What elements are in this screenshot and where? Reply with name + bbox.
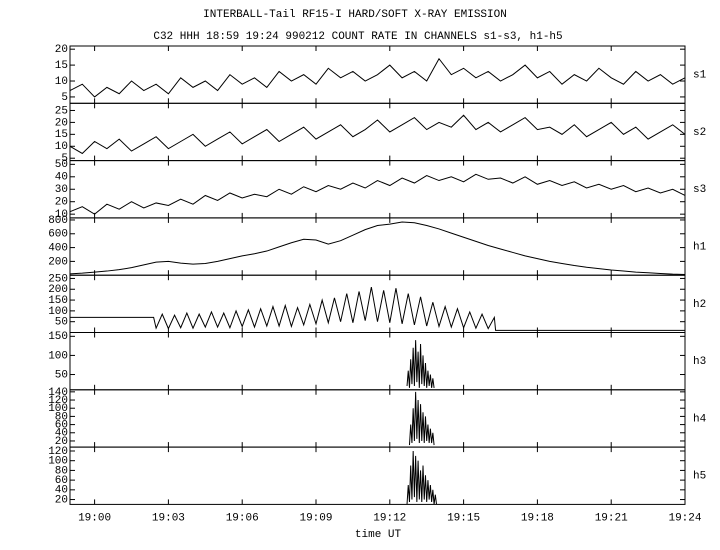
y-tick-label: 400	[48, 242, 68, 254]
series-line	[69, 57, 686, 98]
y-tick-label: 20	[55, 436, 68, 448]
chart-title: INTERBALL-Tail RF15-I HARD/SOFT X-RAY EM…	[203, 9, 507, 21]
y-tick-label: 200	[48, 284, 68, 296]
y-tick-label: 60	[55, 475, 68, 487]
y-tick-label: 100	[48, 306, 68, 318]
y-tick-label: 120	[48, 395, 68, 407]
x-tick-label: 19:00	[78, 512, 111, 524]
y-tick-label: 100	[48, 350, 68, 362]
chart-subtitle: C32 HHH 18:59 19:24 990212 COUNT RATE IN…	[153, 31, 562, 43]
series-line	[408, 391, 435, 446]
x-tick-label: 19:24	[668, 512, 701, 524]
y-tick-label: 30	[55, 184, 68, 196]
x-tick-label: 19:06	[226, 512, 259, 524]
y-tick-label: 15	[55, 60, 68, 72]
y-tick-label: 80	[55, 411, 68, 423]
x-tick-label: 19:09	[299, 512, 332, 524]
y-tick-label: 120	[48, 446, 68, 458]
channel-label: s1	[693, 70, 707, 82]
y-tick-label: 15	[55, 129, 68, 141]
series-line	[69, 173, 686, 215]
y-tick-label: 25	[55, 105, 68, 117]
y-tick-label: 200	[48, 256, 68, 268]
y-tick-label: 60	[55, 419, 68, 431]
x-tick-label: 19:15	[447, 512, 480, 524]
y-tick-label: 20	[55, 197, 68, 209]
y-tick-label: 140	[48, 387, 68, 399]
y-tick-label: 100	[48, 403, 68, 415]
y-tick-label: 50	[55, 159, 68, 171]
x-axis-label: time UT	[355, 529, 402, 541]
y-tick-label: 50	[55, 317, 68, 329]
panel-frame	[69, 332, 686, 391]
series-line	[69, 221, 686, 276]
channel-label: h4	[693, 413, 707, 425]
series-line	[70, 286, 685, 331]
x-tick-label: 19:12	[373, 512, 406, 524]
y-tick-label: 20	[55, 117, 68, 129]
x-tick-label: 19:03	[152, 512, 185, 524]
channel-label: h2	[693, 299, 706, 311]
y-tick-label: 20	[55, 44, 68, 56]
y-tick-label: 40	[55, 172, 68, 184]
y-tick-label: 40	[55, 485, 68, 497]
y-tick-label: 10	[55, 76, 68, 88]
y-tick-label: 100	[48, 456, 68, 468]
panel-frame	[69, 446, 686, 505]
y-tick-label: 20	[55, 494, 68, 506]
channel-label: h5	[693, 471, 706, 483]
x-tick-label: 19:18	[521, 512, 554, 524]
channel-label: h1	[693, 241, 707, 253]
y-tick-label: 10	[55, 141, 68, 153]
series-line	[69, 114, 686, 155]
panel-frame	[69, 217, 686, 276]
series-line	[406, 450, 438, 505]
y-tick-label: 5	[61, 153, 68, 165]
y-tick-label: 150	[48, 295, 68, 307]
panel-frame	[69, 389, 686, 448]
y-tick-label: 250	[48, 273, 68, 285]
panel-frame	[69, 160, 686, 219]
y-tick-label: 10	[55, 209, 68, 221]
series-line	[406, 340, 435, 388]
channel-label: s2	[693, 127, 706, 139]
x-tick-label: 19:21	[595, 512, 628, 524]
panel-frame	[69, 102, 686, 162]
y-tick-label: 600	[48, 229, 68, 241]
panel-frame	[69, 274, 686, 334]
y-tick-label: 80	[55, 465, 68, 477]
channel-label: s3	[693, 184, 706, 196]
y-tick-label: 5	[61, 92, 68, 104]
y-tick-label: 800	[48, 215, 68, 227]
channel-label: h3	[693, 356, 706, 368]
y-tick-label: 150	[48, 331, 68, 343]
y-tick-label: 40	[55, 428, 68, 440]
y-tick-label: 50	[55, 369, 68, 381]
